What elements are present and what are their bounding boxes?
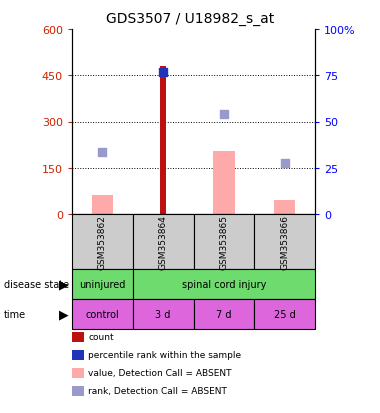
Bar <box>160 67 166 214</box>
Text: spinal cord injury: spinal cord injury <box>182 279 266 289</box>
Text: time: time <box>4 309 26 319</box>
Text: value, Detection Call = ABSENT: value, Detection Call = ABSENT <box>88 369 231 377</box>
Text: GDS3507 / U18982_s_at: GDS3507 / U18982_s_at <box>106 12 274 26</box>
Text: 7 d: 7 d <box>216 309 232 319</box>
Text: uninjured: uninjured <box>79 279 125 289</box>
Bar <box>92 195 113 214</box>
Text: GSM353866: GSM353866 <box>280 214 289 269</box>
Bar <box>213 152 234 214</box>
Text: ▶: ▶ <box>59 308 68 321</box>
Text: percentile rank within the sample: percentile rank within the sample <box>88 351 241 360</box>
Text: control: control <box>86 309 119 319</box>
Bar <box>274 201 295 214</box>
Point <box>282 160 288 167</box>
Text: disease state: disease state <box>4 279 69 289</box>
Text: GSM353865: GSM353865 <box>219 214 228 269</box>
Text: GSM353862: GSM353862 <box>98 214 107 269</box>
Point <box>99 150 105 156</box>
Point <box>160 69 166 76</box>
Text: ▶: ▶ <box>59 278 68 291</box>
Text: 25 d: 25 d <box>274 309 296 319</box>
Point <box>221 111 227 118</box>
Text: rank, Detection Call = ABSENT: rank, Detection Call = ABSENT <box>88 387 227 396</box>
Text: 3 d: 3 d <box>155 309 171 319</box>
Text: GSM353864: GSM353864 <box>158 214 168 269</box>
Text: count: count <box>88 333 114 342</box>
